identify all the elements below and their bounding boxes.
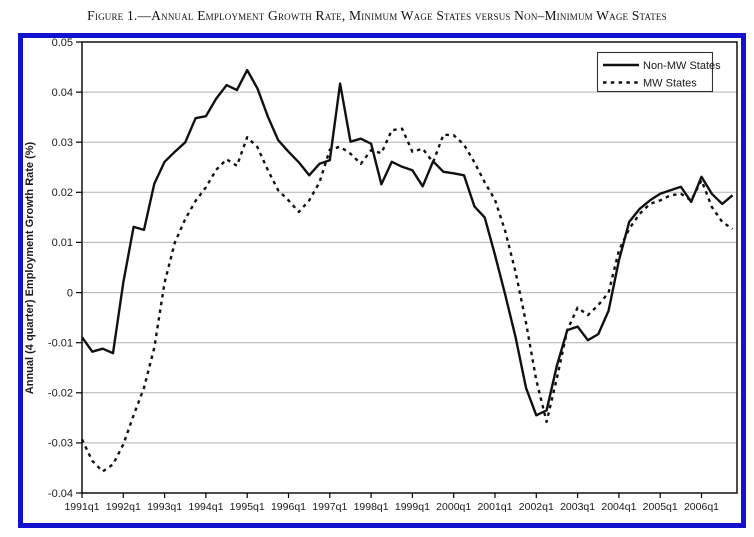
- y-axis: -0.04 -0.03 -0.02 -0.01 0 0.01 0.02 0.03 0.04 0.0…: [48, 37, 82, 500]
- gridlines: [82, 91, 737, 444]
- x-tick-label: 2006q1: [684, 501, 719, 513]
- x-tick-label: 1999q1: [395, 501, 430, 513]
- y-axis-title: Annual (4 quarter) Employment Growth Rat…: [24, 141, 36, 394]
- x-tick-label: 2005q1: [643, 501, 678, 513]
- x-tick-label: 1994q1: [188, 501, 223, 513]
- y-tick-label: -0.01: [48, 338, 73, 350]
- x-tick-label: 1998q1: [354, 501, 389, 513]
- legend-label: Non-MW States: [643, 60, 721, 72]
- series-non-mw-states: [81, 68, 734, 417]
- x-tick-label: 1993q1: [147, 501, 182, 513]
- x-tick-label: 1996q1: [271, 501, 306, 513]
- y-tick-label: 0: [67, 287, 73, 299]
- x-tick-label: 1991q1: [64, 501, 99, 513]
- x-tick-label: 1992q1: [106, 501, 141, 513]
- x-tick-label: 1995q1: [230, 501, 265, 513]
- x-tick-label: 2001q1: [477, 501, 512, 513]
- x-tick-label: 2004q1: [601, 501, 636, 513]
- figure-title: Figure 1.—Annual Employment Growth Rate,…: [87, 8, 667, 23]
- legend-label: MW States: [643, 78, 697, 90]
- y-tick-label: 0.05: [52, 37, 73, 49]
- x-tick-label: 2002q1: [519, 501, 554, 513]
- plot-frame: [81, 41, 738, 494]
- y-tick-label: 0.03: [52, 137, 73, 149]
- x-tick-label: 2000q1: [436, 501, 471, 513]
- x-axis: 1991q1 1992q1 1993q1 1994q1 1995q1 1996q1 1997…: [64, 493, 719, 513]
- legend: Non-MW States MW States: [596, 51, 721, 93]
- y-tick-label: -0.04: [48, 488, 73, 500]
- chart-border-box: [18, 33, 746, 528]
- y-tick-label: -0.03: [48, 438, 73, 450]
- y-tick-label: 0.02: [52, 187, 73, 199]
- y-tick-label: -0.02: [48, 388, 73, 400]
- y-tick-label: 0.01: [52, 237, 73, 249]
- y-tick-label: 0.04: [52, 87, 73, 99]
- x-tick-label: 2003q1: [560, 501, 595, 513]
- series-mw-states: [80, 127, 734, 473]
- x-tick-label: 1997q1: [312, 501, 347, 513]
